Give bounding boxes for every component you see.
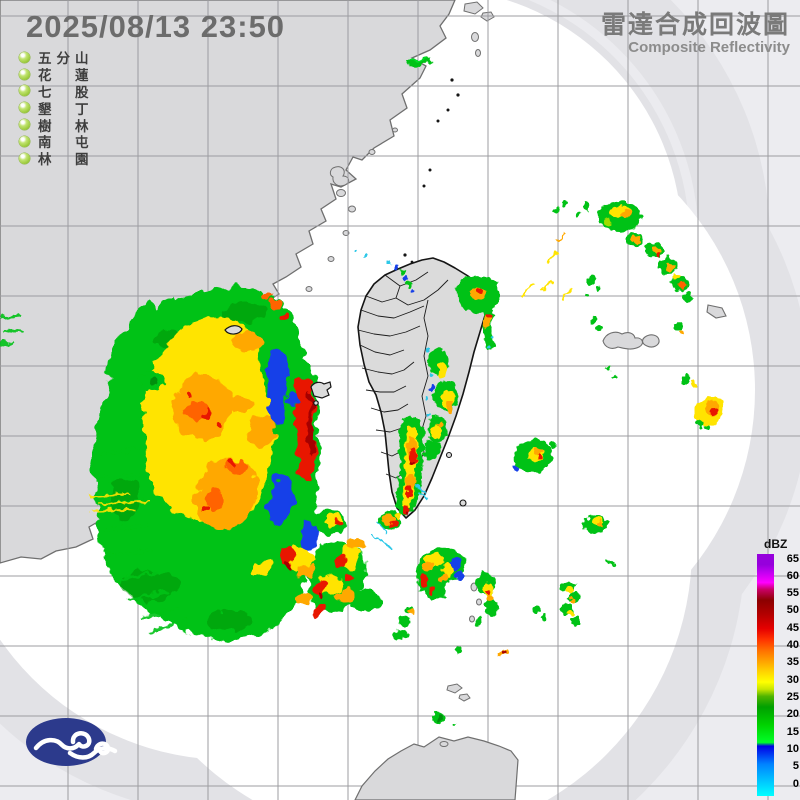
penghu-kinmen-islands — [224, 325, 332, 406]
dbz-tick-label: 20 — [786, 708, 799, 721]
station-dot-icon — [19, 51, 30, 63]
dbz-legend-unit: dBZ — [764, 537, 788, 551]
radar-echo-east-cells — [521, 200, 725, 566]
station-label: 墾 丁 — [38, 101, 94, 117]
station-item: 花 蓮 — [19, 66, 94, 83]
map-title-zh: 雷達合成回波圖 — [600, 11, 790, 39]
radar-echo-taiwan-cells — [354, 250, 500, 530]
dbz-tick-label: 25 — [786, 691, 799, 703]
radar-echo-coast-cell — [406, 57, 433, 66]
station-item: 南 屯 — [19, 133, 94, 150]
cwb-logo-wave-icon — [33, 731, 118, 760]
station-item: 五分山 — [19, 49, 94, 66]
dbz-tick-label: 30 — [786, 673, 799, 686]
coastal-islets — [305, 1, 495, 292]
offshore-islets — [445, 451, 467, 507]
station-label: 南 屯 — [38, 135, 94, 151]
dbz-tick-label: 35 — [786, 656, 799, 669]
cwb-logo — [26, 718, 118, 766]
station-item: 林 園 — [19, 150, 94, 167]
observation-timestamp: 2025/08/13 23:50 — [26, 9, 286, 44]
station-dot-icon — [19, 68, 30, 80]
station-dot-icon — [19, 102, 30, 114]
station-dot-icon — [19, 119, 30, 131]
dbz-tick-label: 45 — [786, 621, 799, 634]
station-label: 七 股 — [38, 85, 94, 100]
radar-echo-streaks-yellow — [87, 492, 151, 512]
ryukyu-islands — [602, 304, 727, 350]
station-item: 樹 林 — [19, 116, 94, 134]
dbz-tick-label: 10 — [786, 742, 799, 755]
luzon-island — [354, 582, 519, 800]
dbz-tick-label: 0 — [792, 777, 799, 790]
dbz-tick-label: 60 — [786, 569, 799, 582]
station-label: 五分山 — [38, 51, 94, 67]
dbz-legend: dBZ 65 60 55 50 45 40 35 30 25 20 15 10 5 0 — [745, 536, 800, 800]
radar-echo-isolated-west — [139, 371, 165, 389]
map-title-en: Composite Reflectivity — [628, 39, 790, 57]
station-dot-icon — [19, 152, 30, 164]
dbz-tick-label: 55 — [786, 587, 799, 600]
station-item: 墾 丁 — [19, 99, 94, 117]
station-item: 七 股 — [19, 83, 94, 100]
batanes-islands — [439, 582, 482, 747]
dbz-tick-label: 40 — [786, 639, 799, 651]
station-label: 花 蓮 — [38, 68, 94, 84]
dbz-tick-label: 5 — [792, 760, 799, 773]
dbz-tick-label: 65 — [786, 552, 799, 565]
dbz-color-bar — [757, 554, 774, 796]
station-dot-icon — [19, 85, 30, 97]
station-label: 林 園 — [38, 152, 94, 168]
map-title: 雷達合成回波圖 Composite Reflectivity — [601, 12, 790, 56]
station-dot-icon — [19, 135, 30, 147]
dbz-tick-label: 15 — [786, 725, 799, 738]
radar-station-list: 五分山花 蓮七 股墾 丁樹 林南 屯林 園 — [19, 49, 94, 167]
station-label: 樹 林 — [38, 118, 94, 134]
radar-echo-south-cells — [371, 439, 608, 726]
dbz-tick-label: 50 — [786, 604, 799, 617]
